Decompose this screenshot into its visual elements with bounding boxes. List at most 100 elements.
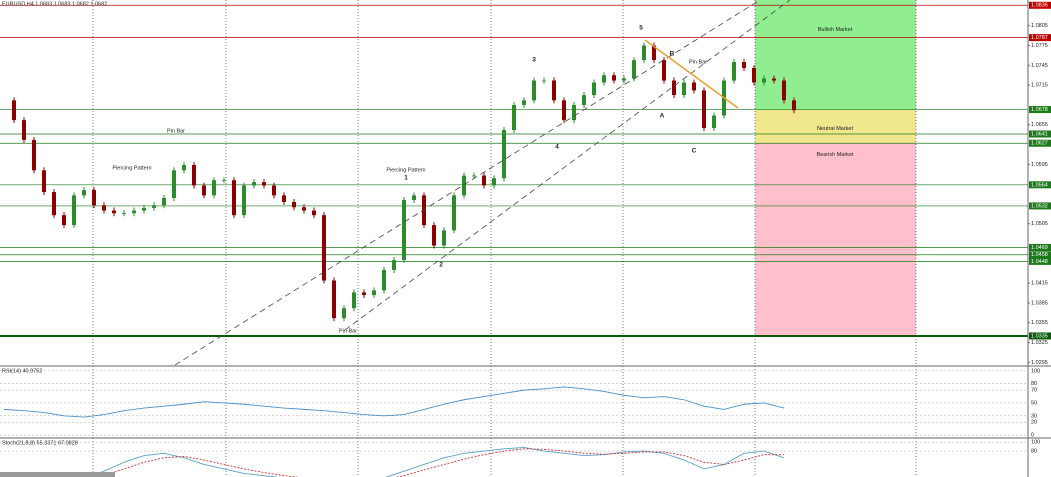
zone <box>755 0 916 110</box>
candle <box>172 170 176 199</box>
candles <box>12 42 796 322</box>
y-tick-label: 80 <box>1031 381 1037 387</box>
y-tick-label: 20 <box>1031 420 1037 426</box>
zone-label: Bearish Market <box>817 152 854 158</box>
annotation: B <box>670 51 675 58</box>
scroll-box <box>0 472 115 477</box>
candle <box>162 198 166 206</box>
candle <box>52 192 56 216</box>
level-label: 1.0787 <box>1031 35 1048 41</box>
candle <box>422 195 426 226</box>
level-tag <box>1029 34 1051 42</box>
candle <box>542 80 546 82</box>
candle <box>562 100 566 121</box>
candle <box>642 45 646 61</box>
annotation: C <box>692 148 697 155</box>
candle <box>762 78 766 83</box>
y-tick-label: 1.0715 <box>1031 83 1048 89</box>
candle <box>202 185 206 196</box>
candle <box>142 207 146 211</box>
candle <box>62 215 66 226</box>
candle <box>342 308 346 319</box>
candle <box>552 80 556 101</box>
zone-label: Bullish Market <box>818 27 853 33</box>
candle <box>632 60 636 79</box>
candle <box>132 210 136 214</box>
level-label: 1.0564 <box>1031 182 1048 188</box>
candle <box>312 210 316 216</box>
level-tag <box>1029 202 1051 210</box>
level-tag <box>1029 130 1051 138</box>
candle <box>512 104 516 131</box>
y-tick-label: 1.0295 <box>1031 360 1048 366</box>
candle <box>122 213 126 214</box>
candle <box>212 180 216 196</box>
candle <box>682 82 686 96</box>
line-series <box>85 447 785 477</box>
zone <box>755 109 916 144</box>
candle <box>712 115 716 129</box>
level-label: 1.0627 <box>1031 141 1048 147</box>
candle <box>102 205 106 211</box>
candle <box>272 185 276 196</box>
candle <box>742 62 746 68</box>
annotation: 1 <box>404 175 408 182</box>
candle <box>12 100 16 121</box>
candle <box>782 80 786 101</box>
candle <box>702 90 706 129</box>
level-tag <box>1029 257 1051 265</box>
candle <box>592 82 596 96</box>
level-tag <box>1029 251 1051 259</box>
level-tag <box>1029 139 1051 147</box>
y-tick-label: 1.0415 <box>1031 281 1048 287</box>
candle <box>692 82 696 91</box>
candle <box>492 178 496 186</box>
y-tick-label: 1.0505 <box>1031 221 1048 227</box>
candle <box>72 195 76 226</box>
candle <box>732 62 736 81</box>
candle <box>352 292 356 309</box>
annotation: Piercing Pattern <box>386 167 425 173</box>
candle <box>302 207 306 211</box>
candle <box>332 280 336 319</box>
trend-lines <box>174 0 791 365</box>
y-tick-label: 50 <box>1031 400 1037 406</box>
y-tick-label: 1.0325 <box>1031 340 1048 346</box>
y-tick-label: 80 <box>1031 449 1037 455</box>
y-tick-label: 1.0805 <box>1031 23 1048 29</box>
level-label: 1.0532 <box>1031 203 1048 209</box>
candle <box>282 195 286 202</box>
zone-label: Neutral Market <box>817 126 854 132</box>
candle <box>82 190 86 196</box>
candle <box>192 165 196 186</box>
y-tick-label: 1.0385 <box>1031 300 1048 306</box>
candle <box>402 199 406 261</box>
candle <box>482 175 486 186</box>
candle <box>752 67 756 83</box>
candle <box>372 290 376 296</box>
candle <box>362 292 366 296</box>
candle <box>232 180 236 216</box>
annotation: Pin Bar <box>689 59 707 65</box>
annotation: 2 <box>439 262 443 269</box>
annotation: 3 <box>532 57 536 64</box>
level-label: 1.0335 <box>1031 333 1048 339</box>
candle <box>772 78 776 81</box>
candle <box>572 104 576 121</box>
candle <box>252 182 256 186</box>
candle <box>262 182 266 186</box>
y-tick-label: 1.0775 <box>1031 43 1048 49</box>
candle <box>442 230 446 246</box>
candle <box>182 165 186 171</box>
y-tick-label: 1.0595 <box>1031 162 1048 168</box>
candle <box>532 80 536 101</box>
y-tick-label: 70 <box>1031 388 1037 394</box>
level-tag <box>1029 332 1051 340</box>
y-tick-label: 30 <box>1031 413 1037 419</box>
y-tick-label: 0 <box>1031 433 1034 439</box>
line-series <box>3 448 784 477</box>
candle <box>42 170 46 193</box>
candle <box>292 201 296 208</box>
candle <box>32 139 36 171</box>
